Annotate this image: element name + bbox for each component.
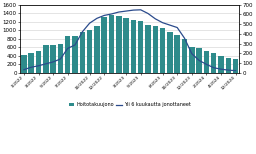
Bar xyxy=(116,16,122,73)
Bar xyxy=(72,36,78,73)
Bar xyxy=(65,36,70,73)
Bar xyxy=(204,51,209,73)
Bar xyxy=(182,39,187,73)
Bar xyxy=(28,53,34,73)
Bar xyxy=(94,26,100,73)
Bar xyxy=(211,53,216,73)
Bar xyxy=(80,32,85,73)
Bar xyxy=(36,51,41,73)
Bar xyxy=(50,45,56,73)
Bar xyxy=(43,45,49,73)
Bar xyxy=(189,47,195,73)
Bar xyxy=(153,26,158,73)
Bar xyxy=(21,55,27,73)
Bar xyxy=(196,48,202,73)
Bar xyxy=(167,32,173,73)
Bar xyxy=(145,25,151,73)
Bar xyxy=(58,44,63,73)
Legend: Hoitotakuujono, Yli 6 kuukautta jonottaneet: Hoitotakuujono, Yli 6 kuukautta jonottan… xyxy=(67,101,193,109)
Bar xyxy=(160,28,165,73)
Bar xyxy=(233,59,238,73)
Bar xyxy=(138,21,143,73)
Bar xyxy=(109,15,114,73)
Bar xyxy=(174,35,180,73)
Bar xyxy=(218,57,224,73)
Bar xyxy=(131,20,136,73)
Bar xyxy=(123,18,129,73)
Bar xyxy=(226,58,231,73)
Bar xyxy=(87,30,92,73)
Bar xyxy=(101,18,107,73)
